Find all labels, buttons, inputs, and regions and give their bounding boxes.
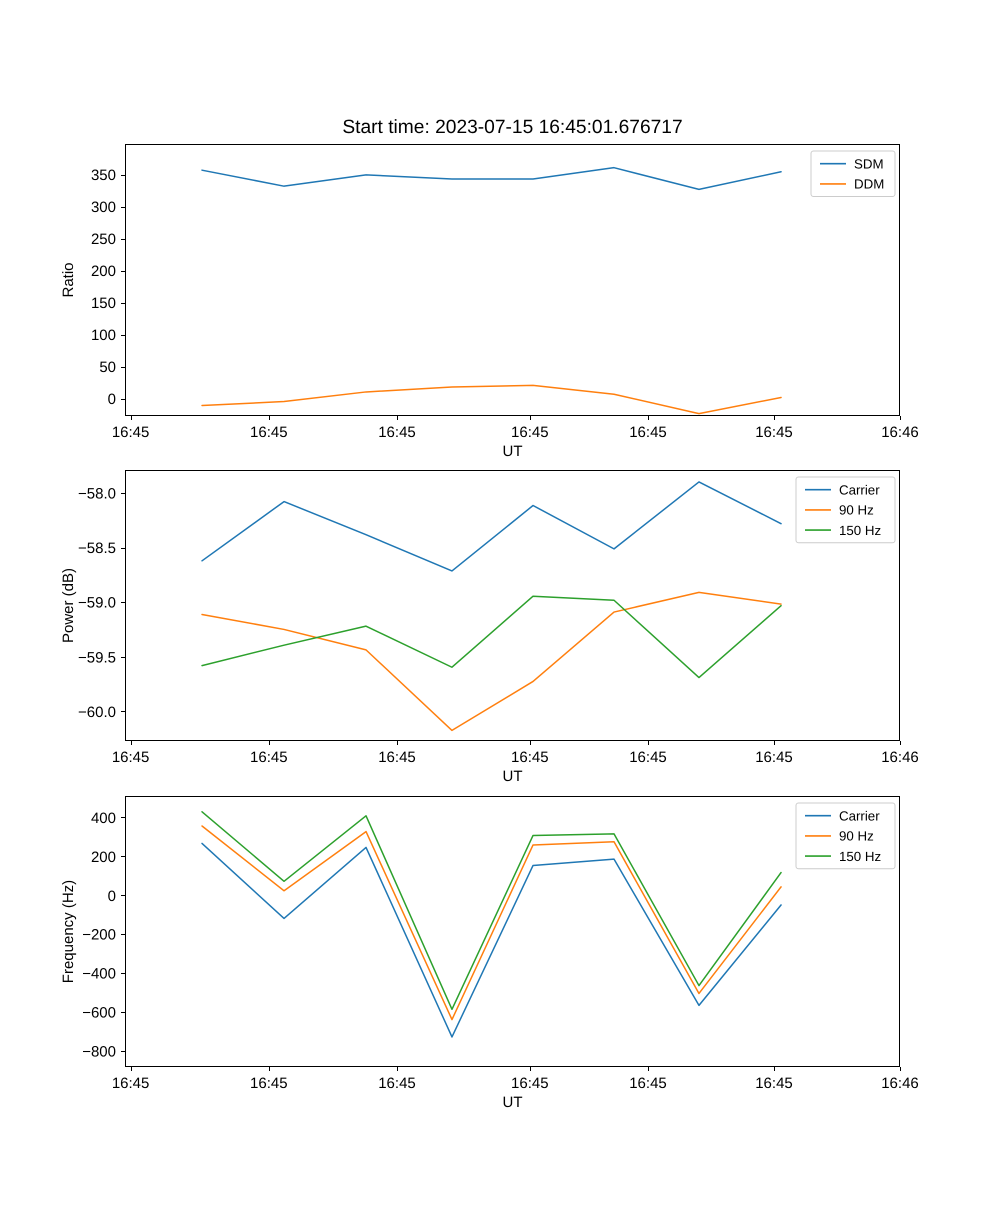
svg-text:16:45: 16:45 <box>511 1075 549 1092</box>
svg-text:16:45: 16:45 <box>629 1075 667 1092</box>
svg-text:Frequency (Hz): Frequency (Hz) <box>60 880 77 983</box>
svg-text:16:45: 16:45 <box>112 424 150 441</box>
svg-text:16:45: 16:45 <box>755 1075 793 1092</box>
svg-text:50: 50 <box>99 359 116 376</box>
svg-text:16:45: 16:45 <box>378 749 416 766</box>
svg-text:250: 250 <box>91 231 116 248</box>
svg-text:UT: UT <box>503 443 523 460</box>
svg-text:−800: −800 <box>82 1043 116 1060</box>
svg-text:300: 300 <box>91 199 116 216</box>
svg-text:16:45: 16:45 <box>250 749 288 766</box>
svg-text:−58.5: −58.5 <box>78 540 116 557</box>
svg-text:0: 0 <box>108 888 116 905</box>
svg-text:Ratio: Ratio <box>60 262 77 297</box>
svg-text:0: 0 <box>108 391 116 408</box>
svg-text:Power (dB): Power (dB) <box>60 568 77 643</box>
svg-text:16:45: 16:45 <box>112 749 150 766</box>
svg-text:400: 400 <box>91 810 116 827</box>
svg-text:150: 150 <box>91 295 116 312</box>
svg-text:16:45: 16:45 <box>511 749 549 766</box>
svg-text:−58.0: −58.0 <box>78 485 116 502</box>
svg-text:16:45: 16:45 <box>250 1075 288 1092</box>
svg-text:−400: −400 <box>82 966 116 983</box>
svg-text:16:45: 16:45 <box>629 749 667 766</box>
svg-text:Carrier: Carrier <box>839 808 880 823</box>
svg-text:Carrier: Carrier <box>839 482 880 497</box>
svg-text:−600: −600 <box>82 1004 116 1021</box>
svg-text:16:45: 16:45 <box>378 1075 416 1092</box>
svg-text:Start time: 2023-07-15 16:45:0: Start time: 2023-07-15 16:45:01.676717 <box>342 117 682 138</box>
svg-text:90 Hz: 90 Hz <box>839 503 874 518</box>
svg-text:200: 200 <box>91 263 116 280</box>
svg-text:350: 350 <box>91 167 116 184</box>
svg-text:UT: UT <box>503 1094 523 1111</box>
svg-text:100: 100 <box>91 327 116 344</box>
svg-text:90 Hz: 90 Hz <box>839 829 874 844</box>
svg-text:−59.5: −59.5 <box>78 649 116 666</box>
svg-text:200: 200 <box>91 849 116 866</box>
svg-text:16:45: 16:45 <box>250 424 288 441</box>
svg-text:16:45: 16:45 <box>755 424 793 441</box>
svg-text:150 Hz: 150 Hz <box>839 523 881 538</box>
svg-text:−59.0: −59.0 <box>78 595 116 612</box>
svg-text:150 Hz: 150 Hz <box>839 849 881 864</box>
svg-text:16:46: 16:46 <box>881 424 919 441</box>
svg-text:16:45: 16:45 <box>511 424 549 441</box>
svg-text:SDM: SDM <box>854 156 884 171</box>
svg-text:DDM: DDM <box>854 177 884 192</box>
svg-text:16:45: 16:45 <box>755 749 793 766</box>
svg-text:16:46: 16:46 <box>881 1075 919 1092</box>
svg-text:−200: −200 <box>82 927 116 944</box>
svg-text:−60.0: −60.0 <box>78 704 116 721</box>
svg-text:16:45: 16:45 <box>378 424 416 441</box>
svg-text:16:45: 16:45 <box>112 1075 150 1092</box>
svg-text:UT: UT <box>503 768 523 785</box>
svg-text:16:46: 16:46 <box>881 749 919 766</box>
svg-text:16:45: 16:45 <box>629 424 667 441</box>
